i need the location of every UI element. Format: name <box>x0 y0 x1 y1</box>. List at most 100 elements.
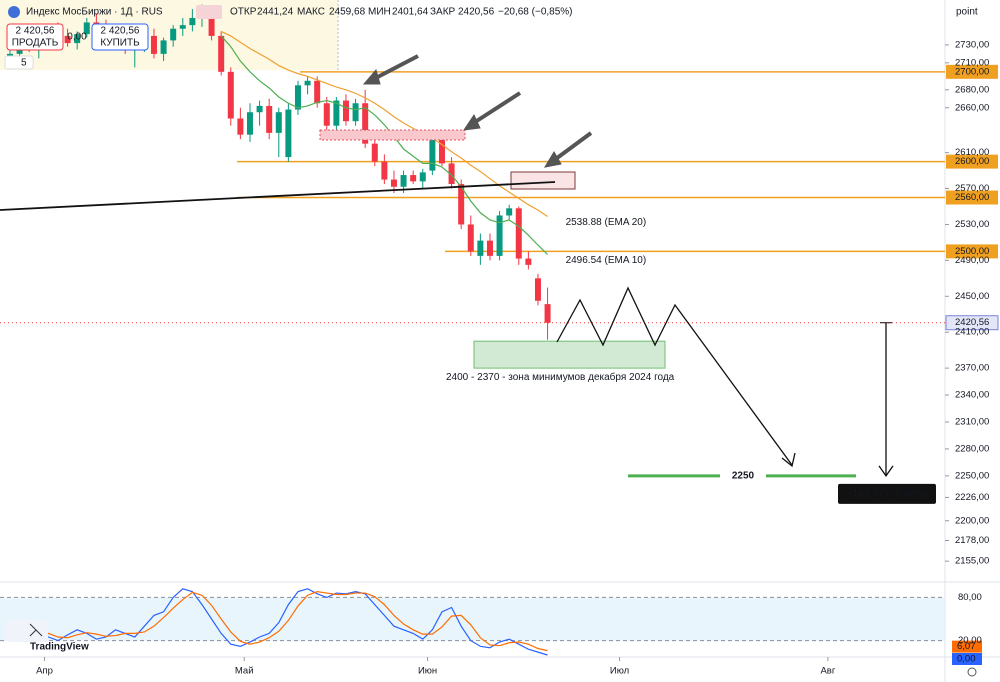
high-label: МАКС <box>297 7 325 18</box>
high: 2459,68 <box>329 7 366 18</box>
last-price-label: 2420,56 <box>955 317 989 328</box>
sell-price: 2 420,56 <box>16 26 55 37</box>
tool-button[interactable] <box>6 620 48 642</box>
level-label: 2700,00 <box>955 66 989 77</box>
candle-body <box>333 100 340 126</box>
sell-label: ПРОДАТЬ <box>12 38 59 49</box>
arrow <box>371 54 419 82</box>
level-label: 2600,00 <box>955 156 989 167</box>
y-tick-label: 2680,00 <box>955 84 989 95</box>
candle-body <box>525 258 532 265</box>
flag <box>8 6 20 18</box>
y-tick-label: 2410,00 <box>955 327 989 338</box>
change: −20,68 (−0,85%) <box>498 7 573 18</box>
target-label-bg <box>720 466 766 485</box>
buy-button[interactable] <box>91 23 149 51</box>
marks <box>0 4 949 661</box>
candle-body <box>304 80 311 86</box>
stoch-value-label: 6,07 <box>957 641 976 652</box>
arrow-head <box>462 113 481 131</box>
candle-body <box>381 161 388 180</box>
y-tick-label: 2340,00 <box>955 390 989 401</box>
candle-body <box>458 184 465 225</box>
candle-body <box>496 215 503 256</box>
buy-label: КУПИТЬ <box>100 38 140 49</box>
indicator-count: 5 <box>21 58 27 69</box>
candle-body <box>515 208 522 259</box>
resistance-zone <box>319 129 466 141</box>
candle-body <box>275 112 282 133</box>
y-tick-label: 2530,00 <box>955 219 989 230</box>
y-tick-label: 2730,00 <box>955 39 989 50</box>
arrow <box>470 91 522 126</box>
candle-body <box>208 13 215 36</box>
y-tick-label: 2710,00 <box>955 57 989 68</box>
candle-body <box>150 35 157 54</box>
stoch-line <box>9 591 548 652</box>
header-button[interactable] <box>196 5 222 19</box>
candle-body <box>534 278 541 301</box>
measure-box <box>838 483 936 504</box>
trend-line <box>0 181 556 211</box>
level-label: 2560,00 <box>955 192 989 203</box>
last-price-box <box>945 315 999 331</box>
candle-body <box>246 112 253 135</box>
y-tick-label: 2178,00 <box>955 535 989 546</box>
target-label: 2250 <box>732 470 755 481</box>
spread: 0,00 <box>67 32 87 43</box>
ema-label: 2496.54 (EMA 10) <box>566 255 647 266</box>
stoch-value-label: 0,00 <box>957 654 976 665</box>
level-label: 2500,00 <box>955 246 989 257</box>
indicator-toggle[interactable] <box>4 55 34 70</box>
open: 2441,24 <box>257 7 294 18</box>
y-tick-label: 2280,00 <box>955 443 989 454</box>
stoch-tick-label: 80,00 <box>958 592 982 603</box>
y-tick-label: 2310,00 <box>955 416 989 427</box>
candle-body <box>218 35 225 72</box>
y-tick-label: 2370,00 <box>955 363 989 374</box>
stoch-value-box <box>952 640 982 653</box>
stoch-band <box>0 597 945 641</box>
low-label: МИН <box>368 7 391 18</box>
candle-body <box>371 143 378 162</box>
y-tick-label: 2490,00 <box>955 255 989 266</box>
candle-body <box>419 172 426 182</box>
y-tick-label: 2660,00 <box>955 102 989 113</box>
support-zone <box>473 340 666 369</box>
sell-button[interactable] <box>6 23 64 51</box>
stoch-line <box>9 588 548 656</box>
ema-line <box>220 35 548 255</box>
candle-body <box>179 25 186 29</box>
x-tick-label: Июл <box>610 666 629 677</box>
watermark: TradingView <box>30 642 89 653</box>
candle-body <box>486 240 493 256</box>
candle-body <box>352 103 359 122</box>
candle-body <box>506 208 513 216</box>
y-tick-label: 2155,00 <box>955 556 989 567</box>
zone-label: 2400 - 2370 - зона минимумов декабря 202… <box>446 371 675 383</box>
open-label: ОТКР <box>230 7 257 18</box>
candle-body <box>362 103 369 144</box>
candle-body <box>410 175 417 182</box>
candle-body <box>294 85 301 110</box>
arrow-head <box>543 151 562 168</box>
level-label-box <box>946 190 998 205</box>
scale-mode: point <box>956 7 978 18</box>
x-tick-label: Июн <box>418 666 437 677</box>
arrow <box>551 131 593 163</box>
arrows <box>362 54 593 168</box>
y-tick-label: 2610,00 <box>955 147 989 158</box>
y-tick-label: 2450,00 <box>955 291 989 302</box>
candle-body <box>170 28 177 41</box>
level-label-box <box>946 64 998 79</box>
close: 2420,56 <box>458 7 495 18</box>
candle-body <box>237 118 244 135</box>
settings-icon[interactable] <box>967 667 977 677</box>
overlay: 2700,00 2600,00 2560,00 2500,00 2400 - 2370 … <box>446 64 999 665</box>
scenario-arrowhead <box>781 452 796 468</box>
candle-body <box>448 163 455 185</box>
y-tick-label: 2226,00 <box>955 492 989 503</box>
retest-box <box>510 171 576 190</box>
symbol: Индекс МосБиржи · 1Д · RUS <box>26 7 163 18</box>
buy-price: 2 420,56 <box>101 26 140 37</box>
